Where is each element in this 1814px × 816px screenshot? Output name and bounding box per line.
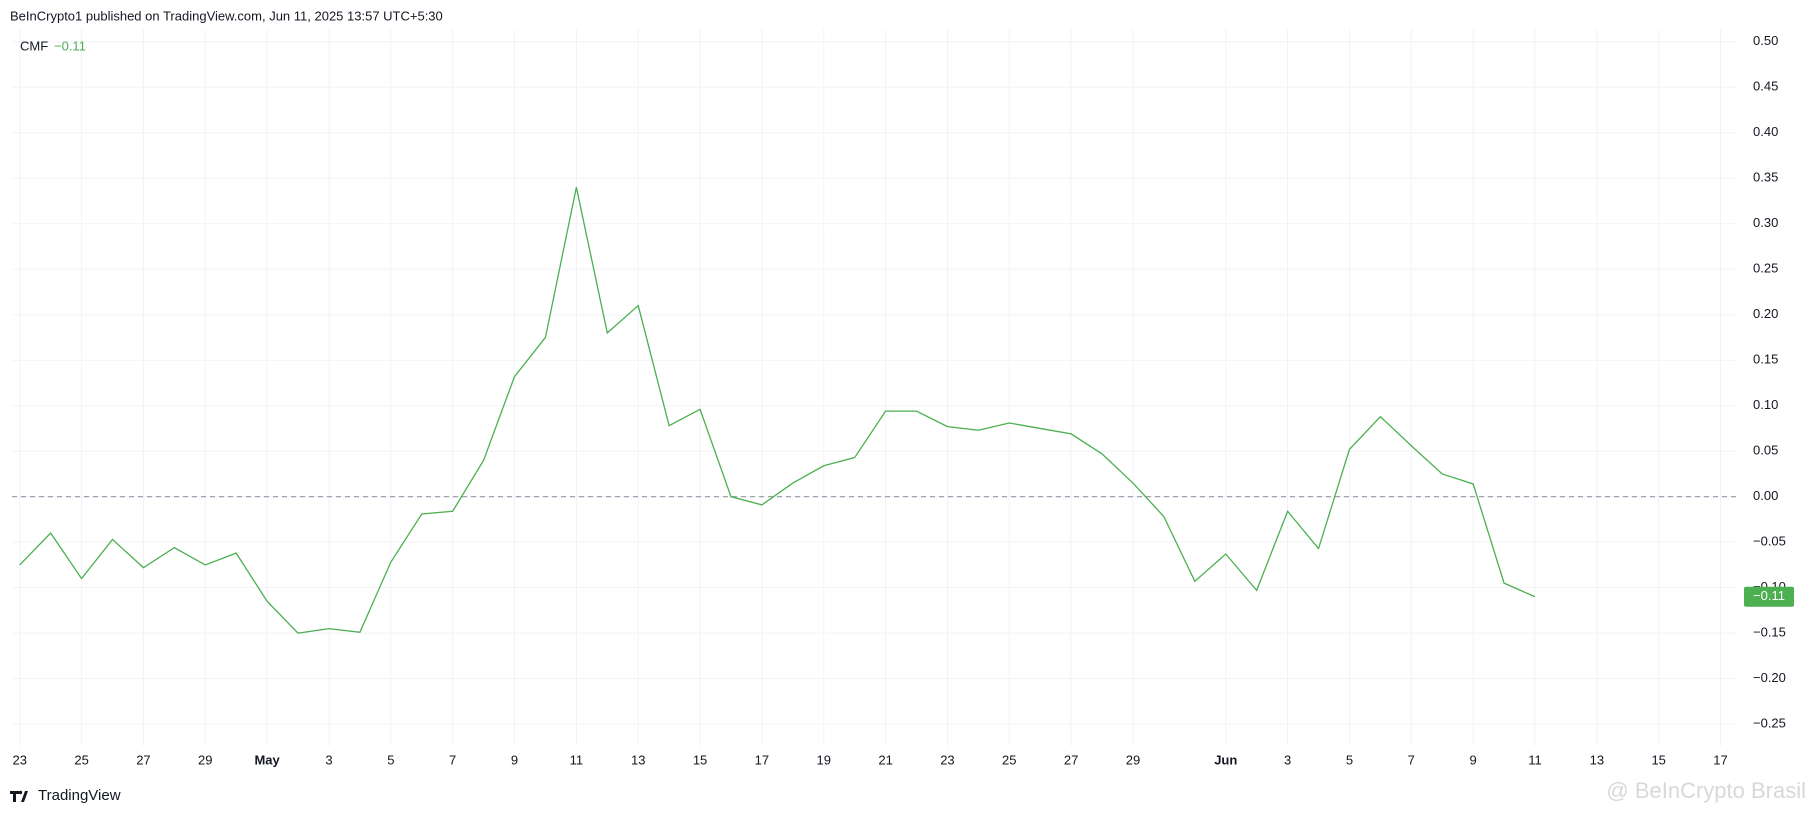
last-value-box [1744,586,1794,607]
x-tick-label: 21 [878,752,892,767]
x-tick-label: 15 [1651,752,1665,767]
y-tick-label: 0.35 [1753,170,1778,185]
y-tick-label: −0.25 [1753,716,1786,731]
x-tick-label: 13 [1590,752,1604,767]
x-tick-label: 25 [1002,752,1016,767]
x-tick-label: 23 [940,752,954,767]
y-tick-label: −0.20 [1753,670,1786,685]
x-tick-label: 13 [631,752,645,767]
x-tick-label: 9 [511,752,518,767]
y-tick-label: 0.10 [1753,397,1778,412]
plot-area [12,29,1736,746]
x-tick-label: 15 [693,752,707,767]
x-tick-label: 7 [1408,752,1415,767]
y-tick-label: 0.00 [1753,488,1778,503]
y-tick-label: 0.15 [1753,352,1778,367]
x-tick-label: 27 [1064,752,1078,767]
y-tick-label: 0.40 [1753,124,1778,139]
last-value-label: −0.11 [1753,588,1785,603]
y-tick-label: 0.50 [1753,33,1778,48]
x-tick-label: 11 [1528,752,1542,767]
plot-border [12,29,1736,746]
x-tick-label: 7 [449,752,456,767]
y-tick-label: −0.15 [1753,625,1786,640]
x-tick-label: 19 [817,752,831,767]
y-tick-label: 0.45 [1753,79,1778,94]
tradingview-logo [10,790,28,802]
y-tick-label: 0.20 [1753,306,1778,321]
x-tick-label: 27 [136,752,150,767]
header: BeInCrypto1 published on TradingView.com… [10,8,443,23]
footer: TradingView [38,787,121,804]
y-tick-label: 0.05 [1753,443,1778,458]
x-tick-label: 9 [1470,752,1477,767]
x-tick-label: Jun [1214,752,1237,767]
y-tick-label: 0.30 [1753,215,1778,230]
y-tick-label: −0.05 [1753,534,1786,549]
x-tick-label: 17 [755,752,769,767]
y-tick-label: 0.25 [1753,261,1778,276]
x-tick-label: 25 [74,752,88,767]
x-tick-label: 5 [1346,752,1353,767]
x-tick-label: May [254,752,280,767]
legend-name: CMF [20,38,48,53]
x-tick-label: 17 [1713,752,1727,767]
x-tick-label: 5 [387,752,394,767]
x-tick-label: 29 [198,752,212,767]
x-tick-label: 29 [1126,752,1140,767]
x-tick-label: 3 [325,752,332,767]
legend-value: −0.11 [54,38,86,53]
x-tick-label: 3 [1284,752,1291,767]
watermark: @ BeInCrypto Brasil [1606,778,1806,803]
cmf-line [19,187,1536,634]
x-tick-label: 11 [570,752,584,767]
x-tick-label: 23 [12,752,26,767]
